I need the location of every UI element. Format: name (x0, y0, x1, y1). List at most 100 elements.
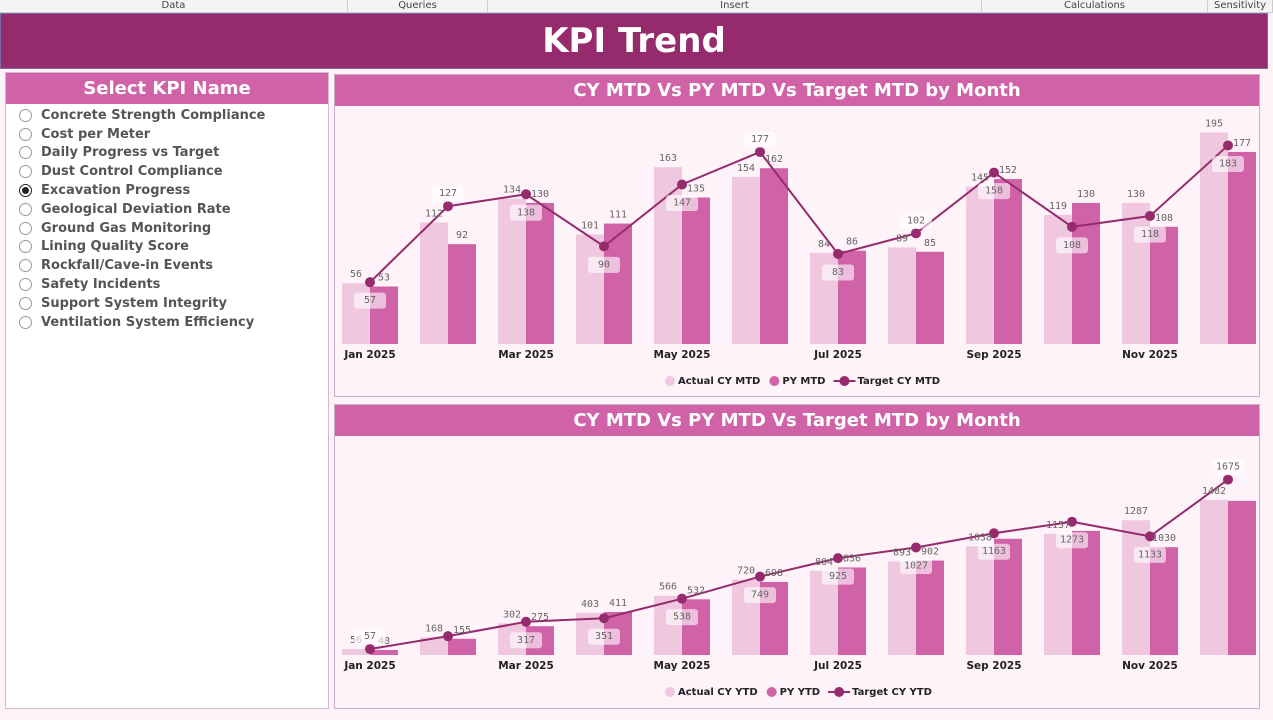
data-label-actual: 302 (503, 609, 521, 620)
kpi-option[interactable]: Concrete Strength Compliance (6, 106, 328, 125)
bar-actual (966, 186, 994, 344)
kpi-option[interactable]: Lining Quality Score (6, 238, 328, 257)
x-tick-label: Sep 2025 (966, 660, 1021, 672)
bar-py (760, 168, 788, 344)
data-label-actual: 145 (971, 173, 989, 184)
radio-button-icon[interactable] (19, 259, 32, 273)
target-point (1223, 474, 1233, 485)
ribbon-tab-insert[interactable]: Insert (488, 0, 982, 12)
kpi-option[interactable]: Rockfall/Cave-in Events (6, 256, 328, 275)
data-label-actual: 163 (659, 153, 677, 164)
radio-button-icon[interactable] (19, 184, 32, 198)
target-point (365, 277, 375, 288)
x-tick-label: Jan 2025 (343, 660, 395, 672)
data-label-py: 411 (609, 598, 627, 609)
bar-py (682, 599, 710, 655)
kpi-option[interactable]: Ground Gas Monitoring (6, 219, 328, 238)
legend-py-marker (769, 376, 780, 386)
radio-button-icon[interactable] (19, 240, 32, 254)
data-label-bg (1212, 459, 1244, 476)
ribbon-tab-data[interactable]: Data (0, 0, 348, 12)
legend-py-marker (766, 687, 777, 697)
data-label-target: 83 (832, 267, 844, 278)
ribbon-tab-queries[interactable]: Queries (348, 0, 488, 12)
data-label-py: 111 (609, 210, 627, 221)
radio-button-icon[interactable] (19, 221, 32, 235)
x-tick-label: Sep 2025 (966, 349, 1021, 361)
kpi-option-label: Support System Integrity (41, 295, 227, 311)
data-label-py: 53 (378, 272, 390, 283)
kpi-option[interactable]: Excavation Progress (6, 181, 328, 200)
bar-py (682, 197, 710, 344)
radio-button-icon[interactable] (19, 165, 32, 179)
bar-actual (1200, 499, 1228, 655)
bar-actual (888, 247, 916, 344)
data-label-target: 138 (517, 207, 535, 218)
data-label-py: 152 (999, 165, 1017, 176)
data-label-py: 902 (921, 547, 939, 558)
radio-button-icon[interactable] (19, 202, 32, 216)
radio-button-icon[interactable] (19, 296, 32, 310)
data-label-target: 57 (364, 295, 376, 306)
target-point (1145, 210, 1155, 221)
bar-actual (810, 570, 838, 655)
kpi-option[interactable]: Cost per Meter (6, 125, 328, 144)
radio-button-icon[interactable] (19, 146, 32, 160)
legend-actual-label: Actual CY YTD (678, 687, 758, 698)
data-label-bg (354, 292, 386, 309)
data-label-bg (510, 632, 542, 649)
kpi-option-label: Ventilation System Efficiency (41, 314, 255, 330)
target-point (599, 241, 609, 252)
data-label-target: 538 (673, 612, 691, 623)
kpi-option[interactable]: Daily Progress vs Target (6, 144, 328, 163)
kpi-option-label: Safety Incidents (41, 277, 161, 293)
data-label-target: 118 (1141, 229, 1159, 240)
chart-title: CY MTD Vs PY MTD Vs Target MTD by Month (335, 405, 1259, 436)
target-point (677, 179, 687, 190)
legend-py-label: PY MTD (782, 376, 825, 387)
x-tick-label: Mar 2025 (498, 349, 554, 361)
kpi-option[interactable]: Dust Control Compliance (6, 162, 328, 181)
kpi-option-label: Concrete Strength Compliance (41, 107, 266, 123)
data-label-py: 130 (1077, 189, 1095, 200)
x-tick-label: Jul 2025 (813, 660, 862, 672)
data-label-target: 925 (829, 571, 847, 582)
data-label-target: 1675 (1216, 462, 1240, 473)
ribbon-tabs: Data Queries Insert Calculations Sensiti… (0, 0, 1273, 13)
target-point (1067, 516, 1077, 527)
x-tick-label: Mar 2025 (498, 660, 554, 672)
target-point (1067, 221, 1077, 232)
bar-actual (888, 561, 916, 655)
kpi-option[interactable]: Safety Incidents (6, 275, 328, 294)
data-label-bg (666, 195, 698, 212)
ribbon-tab-calculations[interactable]: Calculations (982, 0, 1208, 12)
x-tick-label: Nov 2025 (1122, 349, 1178, 361)
data-label-py: 135 (687, 184, 705, 195)
data-label-bg (822, 568, 854, 585)
data-label-py: 177 (1233, 138, 1251, 149)
legend-target-marker (839, 376, 850, 386)
kpi-option-label: Daily Progress vs Target (41, 145, 220, 161)
ribbon-tab-sensitivity[interactable]: Sensitivity (1208, 0, 1273, 12)
radio-button-icon[interactable] (19, 315, 32, 329)
target-point (1223, 140, 1233, 151)
data-label-actual: 720 (737, 566, 755, 577)
data-label-target: 102 (907, 215, 925, 226)
data-label-py: 108 (1155, 213, 1173, 224)
target-point (1145, 531, 1155, 542)
bar-actual (1122, 520, 1150, 655)
data-label-bg (822, 264, 854, 281)
data-label-py: 532 (687, 585, 705, 596)
target-point (833, 248, 843, 259)
data-label-bg (354, 628, 386, 645)
kpi-option[interactable]: Ventilation System Efficiency (6, 313, 328, 332)
kpi-option[interactable]: Geological Deviation Rate (6, 200, 328, 219)
x-tick-label: Jan 2025 (343, 349, 395, 361)
radio-button-icon[interactable] (19, 127, 32, 141)
mtd-chart-svg: Jan 2025 Mar 2025 May 2025 Jul 2025 Sep 2025… (342, 118, 1256, 387)
kpi-option[interactable]: Support System Integrity (6, 294, 328, 313)
radio-button-icon[interactable] (19, 278, 32, 292)
radio-button-icon[interactable] (19, 108, 32, 122)
legend-target-label: Target CY YTD (852, 687, 932, 698)
data-label-actual: 1038 (968, 532, 992, 543)
